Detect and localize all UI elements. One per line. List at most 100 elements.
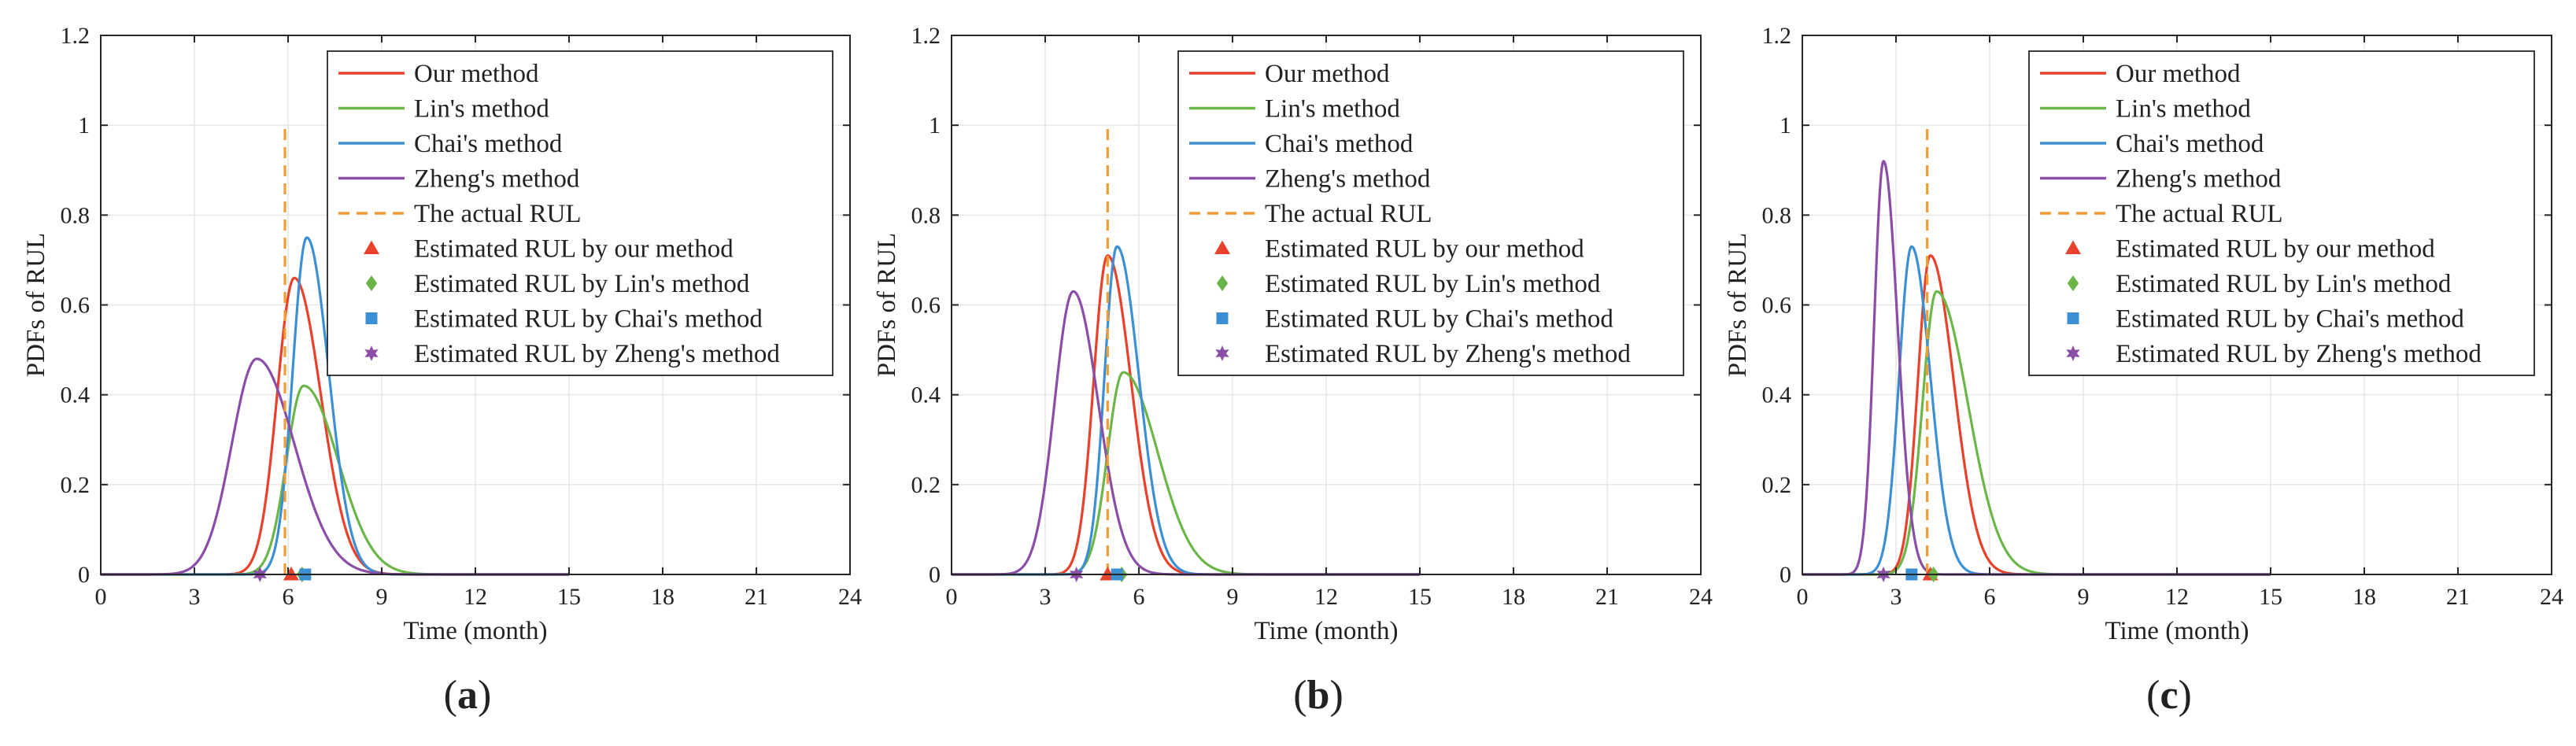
legend-label: Estimated RUL by Lin's method xyxy=(2116,270,2452,298)
legend-marker-zheng xyxy=(2066,345,2080,361)
x-tick-label: 3 xyxy=(189,584,201,610)
legend-marker-lin xyxy=(365,275,378,291)
estimate-marker-ours xyxy=(283,567,299,581)
panel-label: (c) xyxy=(2146,673,2192,718)
x-tick-label: 0 xyxy=(946,584,958,610)
legend-label: Estimated RUL by our method xyxy=(2116,235,2435,264)
legend-label: Lin's method xyxy=(2116,95,2251,124)
legend-label: Our method xyxy=(414,60,539,88)
y-tick-label: 0.2 xyxy=(1762,472,1792,498)
legend-marker-zheng-shape xyxy=(1215,345,1229,361)
x-tick-label: 6 xyxy=(1133,584,1145,610)
legend-marker-ours xyxy=(2065,240,2081,254)
tick-group: 0 3 6 9 12 15 18 21 24 0 0.2 0.4 0.6 0.8 1 1.2 xyxy=(61,23,863,610)
x-tick-label: 21 xyxy=(1595,584,1619,610)
tick-group: 0 3 6 9 12 15 18 21 24 0 0.2 0.4 0.6 0.8 1 1.2 xyxy=(1762,23,2564,610)
legend-label: Estimated RUL by our method xyxy=(1265,235,1584,264)
legend-label: Estimated RUL by our method xyxy=(414,235,734,264)
legend-marker-ours xyxy=(1214,240,1230,254)
y-tick-label: 0.4 xyxy=(61,382,91,408)
legend-marker-lin xyxy=(1216,275,1229,291)
x-axis-label: Time (month) xyxy=(403,617,547,645)
y-tick-label: 0.6 xyxy=(911,293,941,319)
x-tick-label: 21 xyxy=(2446,584,2470,610)
x-tick-label: 3 xyxy=(1890,584,1902,610)
legend-label: Zheng's method xyxy=(2116,165,2282,194)
chart-panel-a: 0 3 6 9 12 15 18 21 24 0 0.2 0.4 0.6 0.8 1 1.2 Time (mon… xyxy=(22,23,862,718)
legend-label: Zheng's method xyxy=(1265,165,1431,194)
y-tick-label: 0.8 xyxy=(911,202,941,228)
y-tick-label: 1.2 xyxy=(1762,23,1792,49)
y-tick-label: 1 xyxy=(929,113,941,138)
y-axis-label: PDFs of RUL xyxy=(873,233,901,377)
y-tick-label: 0.2 xyxy=(61,472,91,498)
x-tick-label: 3 xyxy=(1040,584,1051,610)
x-tick-label: 12 xyxy=(1314,584,1338,610)
x-tick-label: 15 xyxy=(1408,584,1432,610)
y-tick-label: 0.6 xyxy=(1762,293,1792,319)
legend-label: Chai's method xyxy=(2116,130,2264,158)
legend-marker-ours xyxy=(364,240,379,254)
legend-label: Estimated RUL by Lin's method xyxy=(414,270,750,298)
legend-label: Estimated RUL by Chai's method xyxy=(414,305,763,334)
legend-box xyxy=(2028,50,2535,376)
y-tick-label: 1 xyxy=(1780,113,1791,138)
legend: Our method Lin's method Chai's method Zheng… xyxy=(1177,50,1684,376)
legend-marker-zheng-shape xyxy=(364,345,379,361)
tick-group: 0 3 6 9 12 15 18 21 24 0 0.2 0.4 0.6 0.8 1 1.2 xyxy=(911,23,1713,610)
x-axis-label: Time (month) xyxy=(2105,617,2249,645)
legend-box xyxy=(1177,50,1684,376)
panel-label: (b) xyxy=(1293,673,1343,718)
legend-label: Our method xyxy=(1265,60,1390,88)
x-tick-label: 24 xyxy=(838,584,862,610)
chart-panel-c: 0 3 6 9 12 15 18 21 24 0 0.2 0.4 0.6 0.8 1 1.2 Time (mon… xyxy=(1724,23,2563,718)
y-tick-label: 0.6 xyxy=(61,293,91,319)
legend-label: Estimated RUL by Zheng's method xyxy=(414,340,780,368)
legend-label: Chai's method xyxy=(414,130,563,158)
x-tick-label: 6 xyxy=(1984,584,1996,610)
legend-label: Lin's method xyxy=(414,95,549,124)
x-tick-label: 12 xyxy=(2165,584,2189,610)
y-tick-label: 0.4 xyxy=(911,382,941,408)
x-tick-label: 9 xyxy=(376,584,388,610)
x-tick-label: 12 xyxy=(464,584,487,610)
y-tick-label: 0 xyxy=(929,562,941,588)
legend-marker-chai xyxy=(1216,312,1229,324)
legend-marker-lin xyxy=(2067,275,2079,291)
x-tick-label: 15 xyxy=(2259,584,2282,610)
y-axis-label: PDFs of RUL xyxy=(1724,233,1752,377)
legend-label: Our method xyxy=(2116,60,2241,88)
x-tick-label: 18 xyxy=(651,584,674,610)
x-tick-label: 18 xyxy=(2352,584,2376,610)
y-tick-label: 0 xyxy=(1780,562,1791,588)
y-tick-label: 0.8 xyxy=(61,202,91,228)
x-tick-label: 18 xyxy=(1502,584,1525,610)
x-tick-label: 6 xyxy=(283,584,294,610)
x-tick-label: 15 xyxy=(557,584,581,610)
legend-marker-chai xyxy=(365,312,378,324)
legend-label: Estimated RUL by Chai's method xyxy=(2116,305,2464,334)
chart-panel-b: 0 3 6 9 12 15 18 21 24 0 0.2 0.4 0.6 0.8 1 1.2 Time (mon… xyxy=(873,23,1713,718)
x-tick-label: 0 xyxy=(95,584,107,610)
legend-marker-zheng xyxy=(1215,345,1229,361)
legend: Our method Lin's method Chai's method Zheng… xyxy=(2028,50,2535,376)
legend-marker-zheng xyxy=(364,345,379,361)
legend-label: The actual RUL xyxy=(1265,200,1432,228)
y-tick-label: 1 xyxy=(78,113,90,138)
y-axis-label: PDFs of RUL xyxy=(22,233,50,377)
x-tick-label: 24 xyxy=(1689,584,1713,610)
panel-label: (a) xyxy=(444,673,492,718)
y-tick-label: 0 xyxy=(78,562,90,588)
legend-marker-zheng-shape xyxy=(2066,345,2080,361)
legend-label: Estimated RUL by Zheng's method xyxy=(2116,340,2482,368)
x-tick-label: 9 xyxy=(1227,584,1239,610)
legend-label: Estimated RUL by Lin's method xyxy=(1265,270,1601,298)
x-tick-label: 9 xyxy=(2078,584,2090,610)
x-axis-label: Time (month) xyxy=(1254,617,1398,645)
y-tick-label: 0.8 xyxy=(1762,202,1792,228)
legend-label: Chai's method xyxy=(1265,130,1414,158)
legend-label: Lin's method xyxy=(1265,95,1400,124)
legend: Our method Lin's method Chai's method Zheng… xyxy=(327,50,833,376)
